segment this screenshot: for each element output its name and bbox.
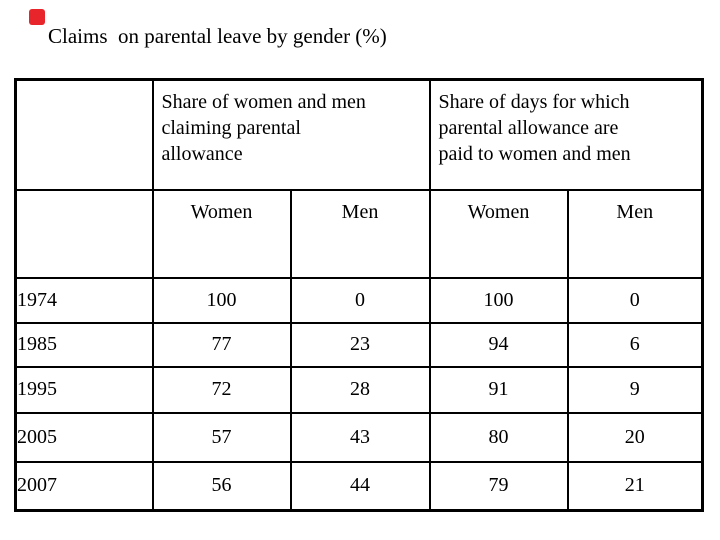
table-cell-value: 21	[566, 460, 704, 512]
table-row-2005: 2005 57 43 80 20	[14, 411, 704, 463]
table-cell-value: 23	[289, 321, 431, 368]
table-cell-value: 28	[289, 365, 431, 414]
row-year-label: 2005	[14, 411, 154, 463]
table-cell-value: 9	[566, 365, 704, 414]
column-group-days-line-2: parental allowance are	[438, 117, 619, 139]
column-header-men-claiming: Men	[289, 188, 431, 279]
table-cell-value: 43	[289, 411, 431, 463]
column-group-claims-line-2: claiming parental	[161, 117, 301, 139]
column-group-claims-line-3: allowance	[161, 143, 243, 165]
table-cell-value: 0	[289, 276, 431, 324]
table-cell-value: 56	[151, 460, 292, 512]
column-group-claims-header: Share of women and men claiming parental…	[151, 78, 431, 191]
table-row-2007: 2007 56 44 79 21	[14, 460, 704, 512]
table-cell-value: 20	[566, 411, 704, 463]
column-group-days-header: Share of days for which parental allowan…	[428, 78, 704, 191]
table-row-1995: 1995 72 28 91 9	[14, 365, 704, 414]
table-cell-value: 91	[428, 365, 569, 414]
slide-title: Claims on parental leave by gender (%)	[48, 24, 387, 48]
table-cell-value: 80	[428, 411, 569, 463]
column-group-days-line-3: paid to women and men	[438, 143, 631, 165]
table-cell-value: 100	[428, 276, 569, 324]
table-row-1974: 1974 100 0 100 0	[14, 276, 704, 324]
parental-leave-table: Share of women and men claiming parental…	[14, 78, 704, 512]
table-cell-value: 77	[151, 321, 292, 368]
table-cell-value: 72	[151, 365, 292, 414]
column-group-claims-line-1: Share of women and men	[161, 91, 366, 113]
column-header-men-days: Men	[566, 188, 704, 279]
column-header-women-claiming: Women	[151, 188, 292, 279]
corner-empty-cell	[14, 78, 154, 191]
table-cell-value: 44	[289, 460, 431, 512]
table-cell-value: 100	[151, 276, 292, 324]
column-header-women-days: Women	[428, 188, 569, 279]
slide-accent-square	[29, 9, 45, 25]
table-row-column-groups: Share of women and men claiming parental…	[14, 78, 704, 191]
table-cell-value: 94	[428, 321, 569, 368]
table-row-subheaders: Women Men Women Men	[14, 188, 704, 279]
column-group-days-line-1: Share of days for which	[438, 91, 630, 113]
table-row-1985: 1985 77 23 94 6	[14, 321, 704, 368]
subheader-empty-cell	[14, 188, 154, 279]
row-year-label: 1974	[14, 276, 154, 324]
table-cell-value: 79	[428, 460, 569, 512]
table-cell-value: 6	[566, 321, 704, 368]
table-cell-value: 0	[566, 276, 704, 324]
table-cell-value: 57	[151, 411, 292, 463]
row-year-label: 1995	[14, 365, 154, 414]
row-year-label: 2007	[14, 460, 154, 512]
row-year-label: 1985	[14, 321, 154, 368]
